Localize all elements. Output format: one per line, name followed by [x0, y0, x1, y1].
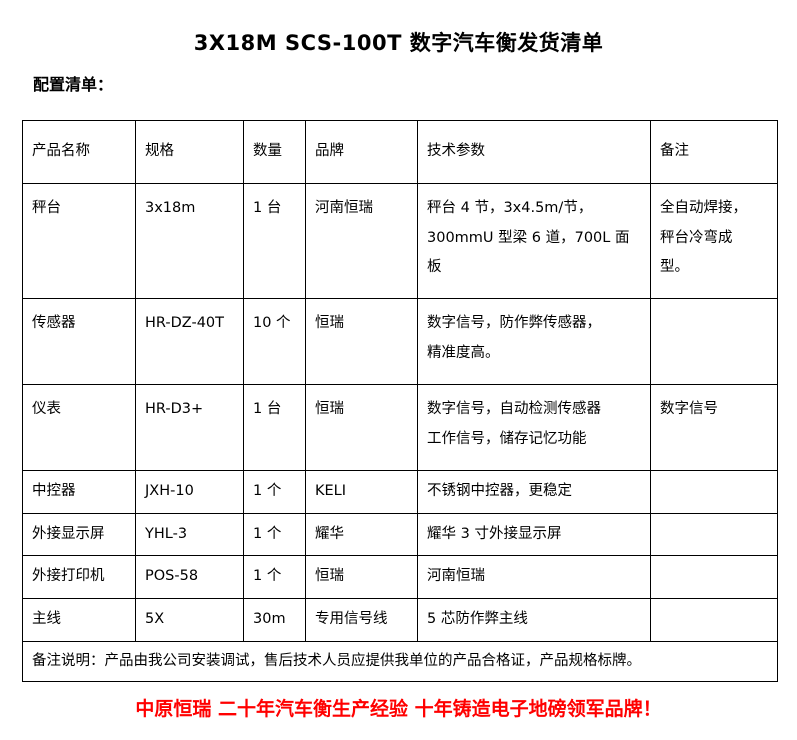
- cell-remark: [650, 598, 778, 642]
- cell-brand: KELI: [305, 470, 418, 514]
- column-header-spec: 规格: [135, 120, 244, 184]
- cell-spec: YHL-3: [135, 512, 244, 557]
- cell-tech: 不锈钢中控器，更稳定: [417, 470, 651, 514]
- table-note: 备注说明：产品由我公司安装调试，售后技术人员应提供我单位的产品合格证，产品规格标…: [22, 640, 778, 682]
- column-header-remark: 备注: [650, 120, 778, 184]
- cell-qty: 1 台: [243, 183, 306, 299]
- cell-tech-line: 工作信号，储存记忆功能: [427, 430, 587, 447]
- cell-remark-line: 全自动焊接，: [660, 200, 747, 216]
- cell-qty: 1 台: [243, 384, 306, 471]
- cell-product-name: 主线: [22, 598, 136, 642]
- cell-tech-line: 300mmU 型梁 6 道，700L 面板: [427, 229, 630, 276]
- spec-table: 产品名称 规格 数量 品牌 技术参数 备注 秤台 3x18m 1 台 河南恒瑞 …: [22, 120, 778, 682]
- cell-brand: 耀华: [305, 512, 418, 557]
- cell-tech: 5 芯防作弊主线: [417, 598, 651, 642]
- footer-slogan: 中原恒瑞 二十年汽车衡生产经验 十年铸造电子地磅领军品牌！: [135, 698, 662, 720]
- column-header-name: 产品名称: [22, 120, 136, 184]
- cell-tech: 河南恒瑞: [417, 555, 651, 600]
- cell-qty: 1 个: [243, 555, 306, 600]
- cell-remark-line: 数字信号: [660, 401, 718, 417]
- cell-product-name: 仪表: [22, 384, 136, 471]
- cell-remark-line: 秤台冷弯成: [660, 229, 733, 246]
- column-header-tech: 技术参数: [417, 120, 651, 184]
- cell-spec: HR-DZ-40T: [135, 298, 244, 385]
- cell-spec: JXH-10: [135, 470, 244, 514]
- cell-tech-line: 秤台 4 节，3x4.5m/节，: [427, 200, 593, 216]
- cell-remark: [650, 555, 778, 600]
- cell-qty: 1 个: [243, 512, 306, 557]
- cell-qty: 30m: [243, 598, 306, 642]
- cell-brand: 恒瑞: [305, 384, 418, 471]
- table-row: 传感器 HR-DZ-40T 10 个 恒瑞 数字信号，防作弊传感器， 精准度高。: [22, 298, 778, 385]
- table-header-row: 产品名称 规格 数量 品牌 技术参数 备注: [22, 120, 778, 184]
- cell-spec: 3x18m: [135, 183, 244, 299]
- cell-remark-line: 型。: [660, 259, 689, 276]
- cell-tech: 数字信号，自动检测传感器 工作信号，储存记忆功能: [417, 384, 651, 471]
- table-row: 仪表 HR-D3+ 1 台 恒瑞 数字信号，自动检测传感器 工作信号，储存记忆功…: [22, 384, 778, 471]
- table-row: 中控器 JXH-10 1 个 KELI 不锈钢中控器，更稳定: [22, 470, 778, 514]
- page-title: 3X18M SCS-100T 数字汽车衡发货清单: [193, 31, 604, 55]
- cell-tech-line: 精准度高。: [427, 344, 500, 361]
- cell-spec: HR-D3+: [135, 384, 244, 471]
- table-row: 外接显示屏 YHL-3 1 个 耀华 耀华 3 寸外接显示屏: [22, 512, 778, 557]
- cell-brand: 恒瑞: [305, 298, 418, 385]
- cell-remark: [650, 298, 778, 385]
- cell-qty: 10 个: [243, 298, 306, 385]
- cell-product-name: 秤台: [22, 183, 136, 299]
- spec-table-container: 产品名称 规格 数量 品牌 技术参数 备注 秤台 3x18m 1 台 河南恒瑞 …: [22, 120, 778, 682]
- cell-tech: 数字信号，防作弊传感器， 精准度高。: [417, 298, 651, 385]
- cell-remark: [650, 470, 778, 514]
- cell-spec: POS-58: [135, 555, 244, 600]
- cell-spec: 5X: [135, 598, 244, 642]
- cell-remark: [650, 512, 778, 557]
- cell-tech: 耀华 3 寸外接显示屏: [417, 512, 651, 557]
- cell-tech-line: 数字信号，自动检测传感器: [427, 401, 601, 417]
- table-row: 主线 5X 30m 专用信号线 5 芯防作弊主线: [22, 598, 778, 642]
- table-row: 秤台 3x18m 1 台 河南恒瑞 秤台 4 节，3x4.5m/节， 300mm…: [22, 183, 778, 299]
- cell-qty: 1 个: [243, 470, 306, 514]
- subtitle-label: 配置清单：: [33, 75, 114, 94]
- column-header-qty: 数量: [243, 120, 306, 184]
- cell-remark: 数字信号: [650, 384, 778, 471]
- cell-brand: 专用信号线: [305, 598, 418, 642]
- cell-product-name: 外接显示屏: [22, 512, 136, 557]
- cell-brand: 恒瑞: [305, 555, 418, 600]
- column-header-brand: 品牌: [305, 120, 418, 184]
- cell-brand: 河南恒瑞: [305, 183, 418, 299]
- cell-product-name: 外接打印机: [22, 555, 136, 600]
- cell-product-name: 中控器: [22, 470, 136, 514]
- cell-remark: 全自动焊接， 秤台冷弯成 型。: [650, 183, 778, 299]
- table-note-row: 备注说明：产品由我公司安装调试，售后技术人员应提供我单位的产品合格证，产品规格标…: [22, 640, 778, 682]
- cell-tech-line: 数字信号，防作弊传感器，: [427, 315, 601, 331]
- cell-product-name: 传感器: [22, 298, 136, 385]
- cell-tech: 秤台 4 节，3x4.5m/节， 300mmU 型梁 6 道，700L 面板: [417, 183, 651, 299]
- table-row: 外接打印机 POS-58 1 个 恒瑞 河南恒瑞: [22, 555, 778, 600]
